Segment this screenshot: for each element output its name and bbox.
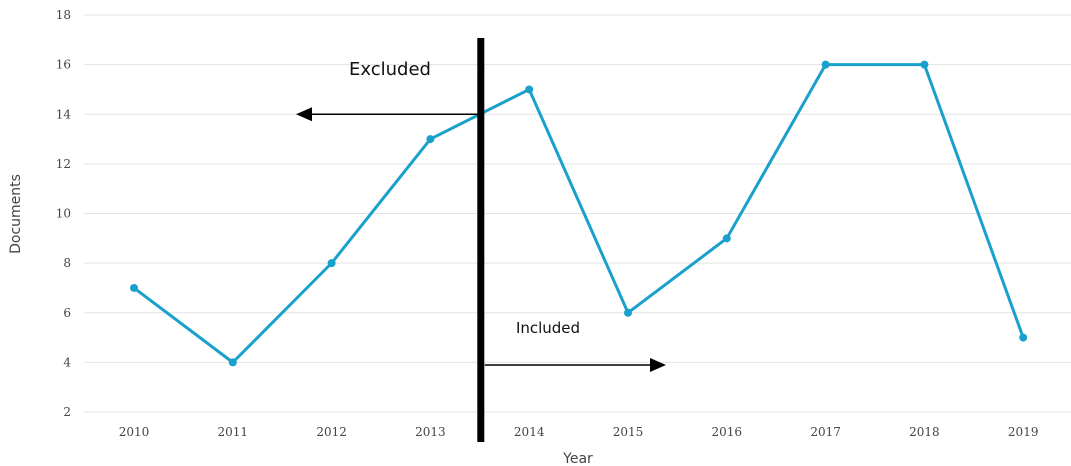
y-tick-label: 18 (56, 8, 71, 22)
annotations: Excluded Included (296, 38, 666, 442)
y-axis-ticks: 2 4 6 8 10 12 14 16 18 (56, 8, 72, 419)
data-point (327, 259, 336, 268)
y-tick-label: 8 (63, 256, 71, 270)
y-tick-label: 2 (63, 405, 71, 419)
x-tick-label: 2013 (415, 425, 446, 439)
x-tick-label: 2019 (1008, 425, 1039, 439)
y-tick-label: 4 (63, 355, 71, 369)
x-axis-ticks: 2010 2011 2012 2013 2014 2015 2016 2017 2018 2019 (119, 425, 1039, 439)
x-tick-label: 2016 (712, 425, 743, 439)
data-point (525, 85, 534, 94)
x-tick-label: 2010 (119, 425, 150, 439)
excluded-label: Excluded (349, 59, 431, 80)
data-point (130, 283, 138, 292)
y-tick-label: 6 (63, 306, 71, 320)
data-point (920, 60, 929, 69)
x-tick-label: 2015 (613, 425, 644, 439)
x-tick-label: 2011 (218, 425, 249, 439)
data-point (1019, 333, 1028, 342)
included-label: Included (516, 319, 580, 337)
y-tick-label: 12 (56, 157, 71, 171)
excluded-arrow-head (296, 107, 312, 122)
data-point (426, 135, 435, 144)
y-tick-label: 10 (56, 207, 71, 221)
series-group (130, 60, 1028, 367)
data-point (624, 308, 632, 317)
data-point (722, 234, 731, 243)
data-point (228, 358, 237, 367)
data-point (821, 60, 830, 69)
y-axis-label: Documents (8, 174, 24, 254)
x-tick-label: 2018 (909, 425, 940, 439)
y-tick-label: 14 (56, 107, 72, 121)
x-tick-label: 2014 (514, 425, 545, 439)
series-line (133, 63, 1025, 364)
x-tick-label: 2017 (810, 425, 841, 439)
y-tick-label: 16 (56, 58, 71, 72)
x-axis-label: Year (562, 451, 593, 466)
included-arrow-head (650, 358, 666, 372)
x-tick-label: 2012 (316, 425, 347, 439)
grid-lines (84, 14, 1071, 413)
